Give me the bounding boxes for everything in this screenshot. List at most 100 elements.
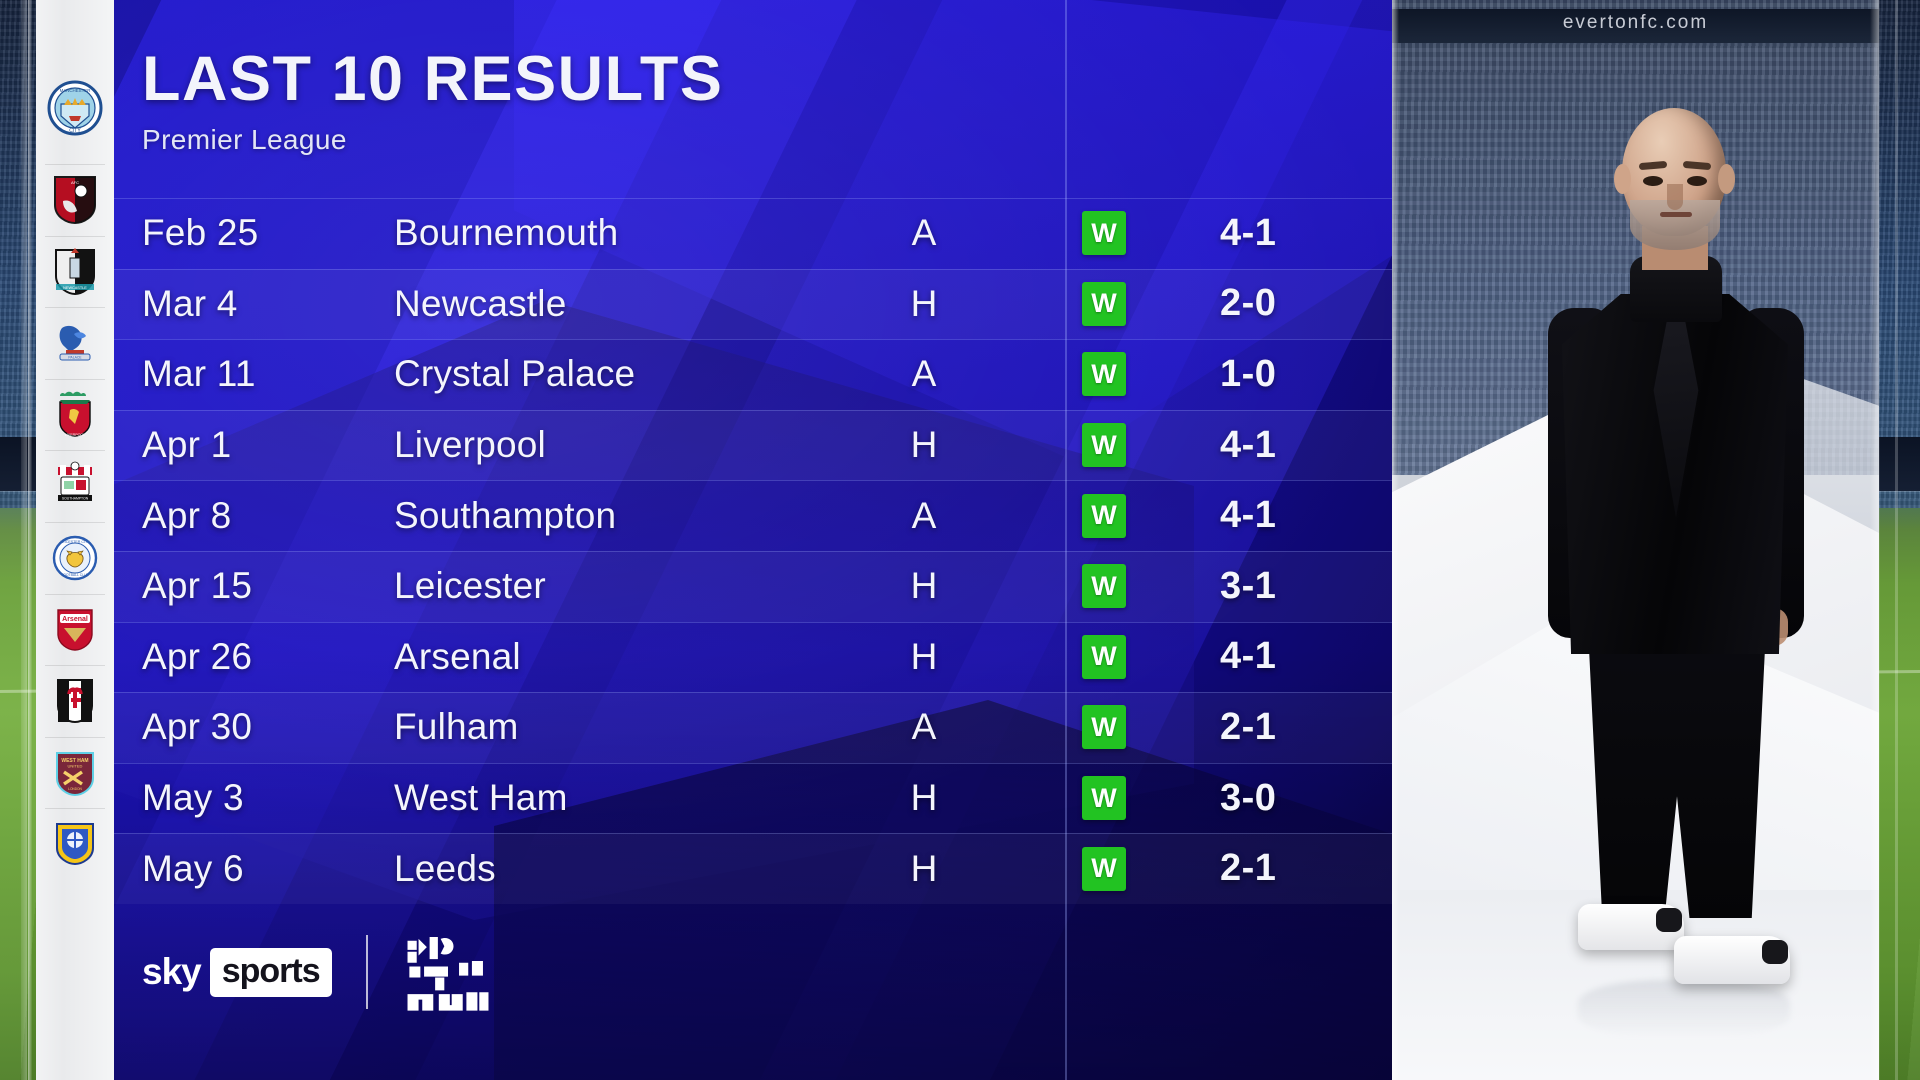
manchester-city-crest: MANCHESTER CITY <box>47 80 103 136</box>
table-row: Apr 30 Fulham A W 2-1 <box>114 692 1392 763</box>
results-table: Feb 25 Bournemouth A W 4-1 Mar 4 Newcastle H W 2-… <box>114 198 1392 904</box>
row-result-cell: W <box>1024 564 1184 609</box>
page-title: LAST 10 RESULTS <box>142 44 724 114</box>
crest-manchester-city: MANCHESTER CITY <box>36 52 114 164</box>
table-row: Apr 15 Leicester H W 3-1 <box>114 550 1392 622</box>
crest-leicester: LEICESTER CITY FOOTBALL CLUB <box>36 521 114 594</box>
row-venue: A <box>911 706 937 748</box>
presenter-eye-left <box>1643 176 1663 186</box>
presenter-panel: evertonfc.com <box>1392 0 1879 1080</box>
presenter-eye-right <box>1687 176 1707 186</box>
floor-reflection <box>1578 980 1790 1038</box>
svg-text:Arsenal: Arsenal <box>62 616 88 623</box>
row-opponent: Leicester <box>394 565 546 607</box>
row-date: May 3 <box>142 777 244 819</box>
row-venue: A <box>911 353 937 395</box>
leicester-crest: LEICESTER CITY FOOTBALL CLUB <box>52 535 98 580</box>
crest-west-ham: WEST HAM UNITED LONDON <box>36 736 114 809</box>
row-venue: H <box>910 424 938 466</box>
sky-wordmark: sky <box>142 951 202 992</box>
table-row: May 3 West Ham H W 3-0 <box>114 762 1392 834</box>
svg-text:SOUTHAMPTON: SOUTHAMPTON <box>62 497 89 501</box>
row-date: Apr 26 <box>142 635 253 677</box>
presenter-mouth <box>1660 212 1692 217</box>
panel-vignette <box>114 0 1392 1080</box>
crest-rail: MANCHESTER CITY AFC NEWCASTLE <box>36 0 114 1080</box>
svg-text:MANCHESTER: MANCHESTER <box>60 88 91 93</box>
row-opponent: Newcastle <box>394 282 567 324</box>
row-result-cell: W <box>1024 211 1184 256</box>
row-score: 4-1 <box>1220 635 1277 678</box>
results-panel: LAST 10 RESULTS Premier League Feb 25 Bou… <box>114 0 1392 1080</box>
panel-header: LAST 10 RESULTS Premier League <box>142 48 723 156</box>
table-row: Apr 1 Liverpool H W 4-1 <box>114 409 1392 481</box>
presenter-shoe-left-heel <box>1656 908 1682 932</box>
row-opponent: Fulham <box>394 706 519 748</box>
status-badge: W <box>1082 493 1126 538</box>
table-row: May 6 Leeds H W 2-1 <box>114 833 1392 904</box>
crest-liverpool: LIVERPOOL <box>36 378 114 451</box>
liverpool-crest: LIVERPOOL <box>59 391 91 437</box>
svg-text:LONDON: LONDON <box>68 787 82 791</box>
presenter-ear-right <box>1718 164 1735 194</box>
status-badge: W <box>1082 705 1126 750</box>
row-date: Apr 1 <box>142 424 232 466</box>
row-opponent: West Ham <box>394 777 568 819</box>
sky-sports-logo: sky sports <box>142 947 332 997</box>
row-date: Mar 4 <box>142 282 238 324</box>
row-opponent: Arsenal <box>394 635 521 677</box>
row-score: 4-1 <box>1220 494 1277 537</box>
row-result-cell: W <box>1024 776 1184 821</box>
crest-leeds <box>36 808 114 880</box>
row-score: 3-0 <box>1220 776 1277 819</box>
crest-southampton: SOUTHAMPTON <box>36 450 114 522</box>
presenter-nose <box>1667 184 1683 210</box>
row-score: 4-1 <box>1220 211 1277 254</box>
row-venue: H <box>910 847 938 889</box>
presenter-edge-right <box>1870 0 1879 1080</box>
status-badge: W <box>1082 423 1126 468</box>
crystal-palace-crest: PALACE <box>59 325 91 361</box>
crest-fulham <box>36 665 114 737</box>
row-date: Apr 8 <box>142 494 232 536</box>
row-result-cell: W <box>1024 423 1184 468</box>
presenter-shoe-right-heel <box>1762 940 1788 964</box>
presenter-ear-left <box>1614 164 1631 194</box>
table-row: Mar 4 Newcastle H W 2-0 <box>114 268 1392 340</box>
table-row: Apr 8 Southampton A W 4-1 <box>114 480 1392 551</box>
crest-crystal-palace: PALACE <box>36 307 114 379</box>
sports-wordmark: sports <box>209 947 332 997</box>
status-badge: W <box>1082 281 1126 326</box>
presenter-figure <box>1526 108 1826 1038</box>
logo-separator <box>365 935 368 1009</box>
presenter-edge-left <box>1392 0 1399 1080</box>
row-venue: H <box>910 635 938 677</box>
crest-arsenal: Arsenal <box>36 593 114 666</box>
presenter-legs <box>1588 628 1766 918</box>
row-opponent: Leeds <box>394 847 496 889</box>
table-row: Apr 26 Arsenal H W 4-1 <box>114 621 1392 693</box>
svg-text:LEICESTER CITY: LEICESTER CITY <box>60 540 90 544</box>
row-result-cell: W <box>1024 281 1184 326</box>
row-venue: H <box>910 565 938 607</box>
row-result-cell: W <box>1024 493 1184 538</box>
leeds-crest <box>56 823 94 866</box>
svg-text:FOOTBALL CLUB: FOOTBALL CLUB <box>61 573 89 577</box>
row-result-cell: W <box>1024 352 1184 397</box>
svg-text:AFC: AFC <box>71 180 79 185</box>
status-badge: W <box>1082 211 1126 256</box>
west-ham-crest: WEST HAM UNITED LONDON <box>56 751 94 796</box>
southampton-crest: SOUTHAMPTON <box>58 461 92 502</box>
svg-text:WEST HAM: WEST HAM <box>61 758 88 764</box>
fulham-crest <box>57 678 93 723</box>
row-venue: A <box>911 212 937 254</box>
row-opponent: Crystal Palace <box>394 353 636 395</box>
status-badge: W <box>1082 634 1126 679</box>
column-divider <box>1065 0 1067 1080</box>
row-opponent: Southampton <box>394 494 617 536</box>
row-score: 3-1 <box>1220 564 1277 607</box>
table-row: Mar 11 Crystal Palace A W 1-0 <box>114 339 1392 410</box>
row-opponent: Bournemouth <box>394 212 619 254</box>
status-badge: W <box>1082 776 1126 821</box>
